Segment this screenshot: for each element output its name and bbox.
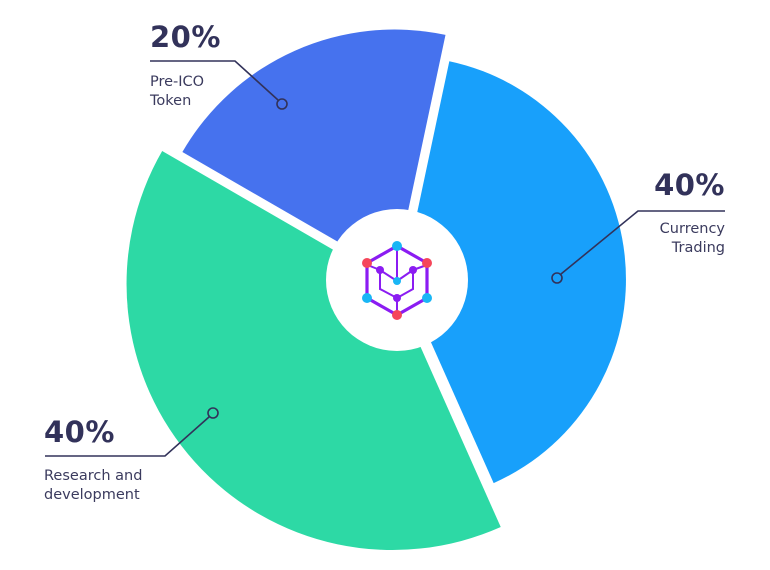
leader-line-pre-ico	[150, 60, 279, 101]
research-label-line2: development	[44, 487, 140, 503]
leader-marker-currency	[551, 272, 563, 284]
currency-label-line2: Trading	[671, 240, 725, 256]
pre-ico-label: Pre-ICO Token	[150, 73, 204, 111]
hexagon-cube-logo-icon	[362, 241, 432, 320]
pre-ico-label-line2: Token	[150, 93, 192, 109]
leader-marker-pre-ico	[276, 98, 288, 110]
research-label: Research and development	[44, 467, 142, 505]
leader-marker-research	[207, 407, 219, 419]
pre-ico-label-line1: Pre-ICO	[150, 74, 205, 90]
leader-line-research	[45, 416, 210, 457]
currency-label-line1: Currency	[659, 221, 725, 237]
research-label-line1: Research and	[44, 468, 143, 484]
currency-percent: 40%	[654, 168, 725, 202]
slice-currency-trading	[402, 61, 626, 484]
currency-label: Currency Trading	[660, 220, 725, 258]
slice-research-development	[126, 151, 501, 551]
research-percent: 40%	[44, 415, 115, 449]
leader-line-currency	[560, 210, 725, 275]
pre-ico-percent: 20%	[150, 20, 221, 54]
